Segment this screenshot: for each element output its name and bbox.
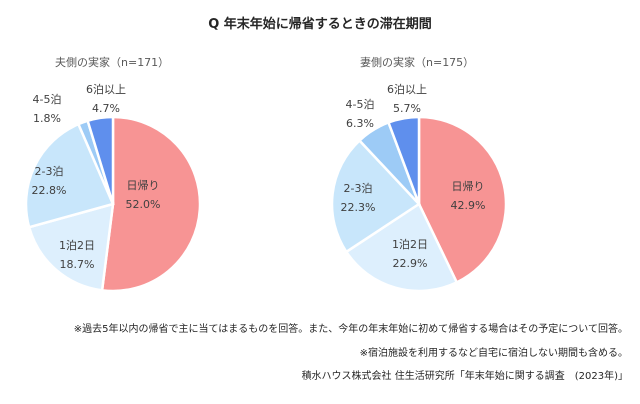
pie-slice-2 [24, 122, 115, 229]
left-label-6haku: 6泊以上 4.7% [86, 83, 126, 115]
right-label-4-5haku: 4-5泊 6.3% [345, 98, 375, 130]
pie-slice-1 [344, 202, 459, 293]
pie-slice-2 [330, 138, 421, 254]
left-label-higaeri: 日帰り 52.0% [125, 179, 161, 211]
right-pie [330, 115, 508, 293]
footnote-1: ※過去5年以内の帰省で主に当てはまるものを回答。また、今年の年末年始に初めて帰省… [73, 324, 628, 335]
right-label-1haku: 1泊2日 22.9% [392, 238, 428, 270]
chart-title: Q 年末年始に帰省するときの滞在期間 [208, 17, 432, 32]
source-note: 積水ハウス株式会社 住生活研究所「年末年始に関する調査 (2023年)」 [301, 371, 628, 382]
left-label-1haku: 1泊2日 18.7% [59, 239, 95, 271]
pie-slice-0 [100, 115, 202, 293]
pie-slice-4 [86, 115, 115, 205]
pie-slice-1 [27, 202, 115, 292]
left-pie-title: 夫側の実家（n=171） [55, 56, 170, 69]
right-label-higaeri: 日帰り 42.9% [450, 180, 486, 212]
left-label-4-5haku: 4-5泊 1.8% [32, 93, 62, 125]
right-pie-title: 妻側の実家（n=175） [360, 56, 475, 69]
pie-slice-0 [417, 115, 508, 285]
footnote-2: ※宿泊施設を利用するなど自宅に宿泊しない期間も含める。 [359, 348, 628, 359]
right-label-6haku: 6泊以上 5.7% [387, 83, 427, 115]
pie-slice-4 [386, 115, 421, 205]
left-pie [24, 115, 202, 293]
right-label-2-3haku: 2-3泊 22.3% [340, 182, 376, 214]
left-label-2-3haku: 2-3泊 22.8% [31, 165, 67, 197]
